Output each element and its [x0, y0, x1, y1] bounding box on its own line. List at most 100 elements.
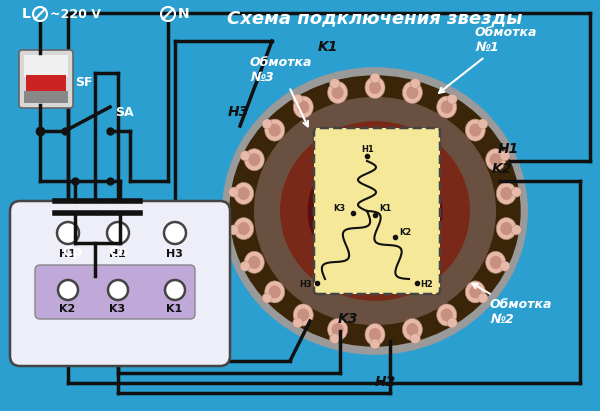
Ellipse shape: [369, 328, 381, 341]
Ellipse shape: [244, 251, 265, 273]
Ellipse shape: [369, 81, 381, 94]
Ellipse shape: [265, 119, 285, 141]
Circle shape: [229, 225, 239, 235]
Text: N: N: [178, 7, 190, 21]
Bar: [24, 91, 68, 103]
Text: H3: H3: [228, 105, 249, 119]
Circle shape: [165, 280, 185, 300]
Text: Схема подключения звезды: Схема подключения звезды: [227, 9, 523, 27]
Circle shape: [293, 318, 303, 328]
Text: SA: SA: [115, 106, 134, 119]
Circle shape: [410, 334, 420, 344]
Ellipse shape: [441, 101, 453, 113]
Circle shape: [240, 261, 250, 271]
Ellipse shape: [238, 187, 250, 200]
Text: K3: K3: [338, 312, 358, 326]
Text: K2: K2: [492, 162, 512, 176]
Ellipse shape: [500, 187, 512, 200]
Ellipse shape: [233, 217, 254, 240]
Circle shape: [370, 339, 380, 349]
Bar: [26, 75, 66, 91]
Ellipse shape: [332, 323, 344, 336]
Ellipse shape: [485, 251, 506, 273]
Ellipse shape: [230, 76, 520, 346]
Text: K3: K3: [333, 204, 345, 213]
Circle shape: [500, 261, 510, 271]
FancyBboxPatch shape: [35, 265, 195, 319]
Text: Обмотка
№3: Обмотка №3: [250, 56, 313, 126]
Ellipse shape: [490, 153, 502, 166]
Ellipse shape: [441, 308, 453, 321]
Ellipse shape: [500, 222, 512, 235]
Text: H1: H1: [361, 145, 374, 154]
Circle shape: [330, 334, 340, 344]
Ellipse shape: [223, 68, 527, 354]
Circle shape: [447, 94, 457, 104]
Circle shape: [293, 94, 303, 104]
Ellipse shape: [485, 149, 506, 171]
Ellipse shape: [269, 124, 281, 136]
Text: Сп: Сп: [108, 245, 128, 259]
Circle shape: [511, 187, 521, 197]
Text: SF: SF: [75, 76, 92, 89]
Text: K1: K1: [379, 204, 391, 213]
Text: H2: H2: [375, 375, 396, 389]
Ellipse shape: [297, 308, 309, 321]
Ellipse shape: [469, 285, 481, 298]
Circle shape: [240, 151, 250, 161]
Circle shape: [58, 280, 78, 300]
Text: H3: H3: [166, 249, 183, 259]
Text: Обмотка
№1: Обмотка №1: [439, 26, 538, 93]
Ellipse shape: [365, 323, 385, 346]
Ellipse shape: [490, 256, 502, 269]
Ellipse shape: [233, 182, 254, 204]
Circle shape: [57, 222, 79, 244]
Ellipse shape: [308, 146, 442, 276]
Circle shape: [447, 318, 457, 328]
Ellipse shape: [403, 319, 422, 341]
Circle shape: [262, 293, 272, 303]
Circle shape: [262, 119, 272, 129]
Ellipse shape: [437, 96, 457, 118]
Ellipse shape: [403, 81, 422, 104]
Text: K3: K3: [109, 304, 125, 314]
Circle shape: [500, 151, 510, 161]
Circle shape: [107, 222, 129, 244]
FancyBboxPatch shape: [19, 50, 73, 108]
Ellipse shape: [469, 124, 481, 136]
Ellipse shape: [281, 122, 469, 300]
FancyBboxPatch shape: [314, 128, 440, 294]
Text: K1: K1: [318, 40, 338, 54]
Ellipse shape: [265, 281, 285, 303]
Circle shape: [164, 222, 186, 244]
Circle shape: [478, 293, 488, 303]
Text: ~220 V: ~220 V: [50, 8, 101, 21]
Ellipse shape: [465, 281, 485, 303]
Bar: [24, 55, 68, 77]
Text: H1: H1: [498, 142, 519, 156]
Ellipse shape: [328, 81, 347, 104]
Circle shape: [229, 187, 239, 197]
Ellipse shape: [406, 323, 418, 336]
Ellipse shape: [269, 285, 281, 298]
Text: K2: K2: [59, 304, 75, 314]
Circle shape: [370, 73, 380, 83]
Ellipse shape: [496, 182, 517, 204]
Ellipse shape: [465, 119, 485, 141]
Ellipse shape: [248, 153, 260, 166]
Text: L: L: [22, 7, 31, 21]
Text: K1: K1: [166, 304, 182, 314]
Text: Обмотка
№2: Обмотка №2: [472, 284, 553, 326]
Circle shape: [330, 79, 340, 88]
Circle shape: [478, 119, 488, 129]
Ellipse shape: [293, 304, 313, 326]
Circle shape: [511, 225, 521, 235]
Ellipse shape: [254, 97, 496, 324]
Ellipse shape: [332, 86, 344, 99]
Ellipse shape: [293, 96, 313, 118]
Ellipse shape: [496, 217, 517, 240]
Ellipse shape: [437, 304, 457, 326]
Text: H1: H1: [59, 249, 76, 259]
Ellipse shape: [328, 319, 347, 341]
Circle shape: [108, 280, 128, 300]
